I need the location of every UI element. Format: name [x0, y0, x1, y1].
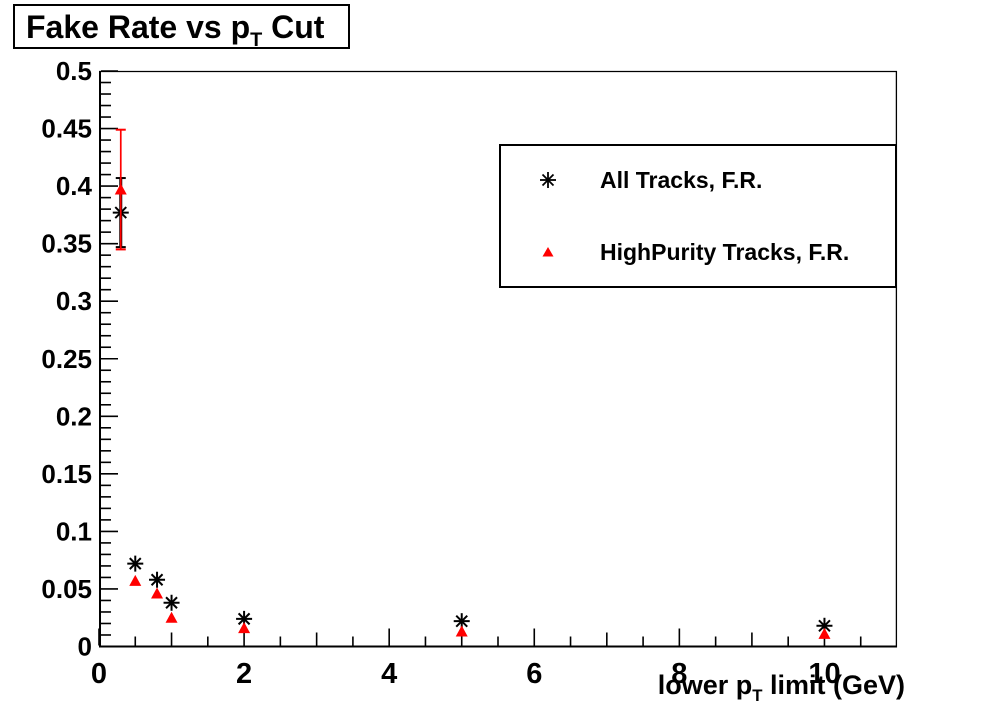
y-tick-label: 0.05 — [41, 574, 92, 604]
asterisk-marker-icon — [127, 555, 144, 572]
asterisk-marker-icon — [163, 594, 180, 611]
asterisk-marker-icon — [540, 172, 556, 188]
series-highpurity-tracks — [114, 128, 831, 639]
triangle-marker-icon — [114, 183, 127, 195]
data-point — [127, 555, 144, 572]
data-point — [238, 622, 251, 634]
legend-label: HighPurity Tracks, F.R. — [600, 238, 850, 265]
legend-entry-highpurity: HighPurity Tracks, F.R. — [537, 232, 849, 272]
x-axis-title: lower pT limit (GeV) — [657, 670, 905, 706]
triangle-marker-icon — [151, 587, 164, 599]
triangle-marker-icon — [129, 574, 142, 586]
x-tick-label: 0 — [91, 658, 107, 690]
triangle-marker-icon — [238, 622, 251, 634]
y-tick-label: 0.5 — [56, 56, 92, 86]
plot-title-box: Fake Rate vs pT Cut — [13, 4, 350, 51]
asterisk-marker-icon — [149, 571, 166, 588]
y-tick-label: 0.3 — [56, 286, 92, 316]
y-tick-label: 0.35 — [41, 229, 92, 259]
data-point — [453, 613, 470, 630]
data-point — [818, 627, 831, 639]
legend-entry-all-tracks: All Tracks, F.R. — [537, 160, 762, 200]
y-tick-label: 0.15 — [41, 459, 92, 489]
data-point — [455, 625, 468, 637]
x-tick-label: 6 — [526, 658, 542, 690]
triangle-marker-icon — [818, 627, 831, 639]
x-tick-label: 10 — [808, 658, 840, 690]
x-tick-label: 2 — [236, 658, 252, 690]
x-tick-label: 8 — [671, 658, 687, 690]
triangle-marker-icon — [165, 611, 178, 623]
y-tick-label: 0.45 — [41, 114, 92, 144]
asterisk-marker-icon — [453, 613, 470, 630]
asterisk-marker-icon — [816, 617, 833, 634]
axis-tick-labels: 0 2 4 6 8 10 0 0.05 0.1 0.15 0.2 0.25 0.3 0.35 0.4 0.45… — [41, 56, 840, 690]
y-tick-label: 0.4 — [56, 171, 93, 201]
data-point — [163, 594, 180, 611]
plot-title: Fake Rate vs pT Cut — [26, 8, 325, 51]
legend: All Tracks, F.R. HighPurity Tracks, F.R. — [499, 144, 897, 288]
legend-label: All Tracks, F.R. — [600, 166, 763, 193]
triangle-marker-icon — [455, 625, 468, 637]
data-point — [151, 587, 164, 599]
data-point — [816, 617, 833, 634]
axis-ticks — [98, 70, 862, 648]
y-tick-label: 0.2 — [56, 401, 92, 431]
y-tick-label: 0.25 — [41, 344, 92, 374]
data-point — [165, 611, 178, 623]
data-point — [129, 574, 142, 586]
x-tick-label: 4 — [381, 658, 397, 690]
y-tick-label: 0 — [78, 632, 92, 662]
data-point — [149, 571, 166, 588]
y-tick-label: 0.1 — [56, 516, 92, 546]
triangle-marker-icon — [542, 247, 554, 257]
data-point — [114, 183, 127, 195]
